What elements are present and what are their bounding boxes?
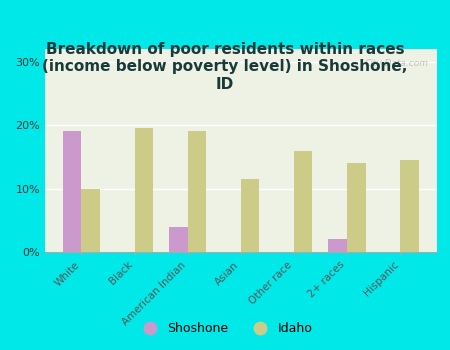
Bar: [63, 132, 81, 252]
Bar: [294, 150, 312, 252]
Bar: [400, 160, 418, 252]
Bar: [169, 227, 188, 252]
Text: Breakdown of poor residents within races
(income below poverty level) in Shoshon: Breakdown of poor residents within races…: [42, 42, 408, 92]
Bar: [241, 179, 259, 252]
Text: City-Data.com: City-Data.com: [364, 59, 429, 68]
Bar: [135, 128, 153, 252]
Legend: Shoshone, Idaho: Shoshone, Idaho: [133, 317, 317, 340]
Bar: [347, 163, 365, 252]
Bar: [328, 239, 347, 252]
Bar: [188, 132, 206, 252]
Bar: [81, 189, 100, 252]
